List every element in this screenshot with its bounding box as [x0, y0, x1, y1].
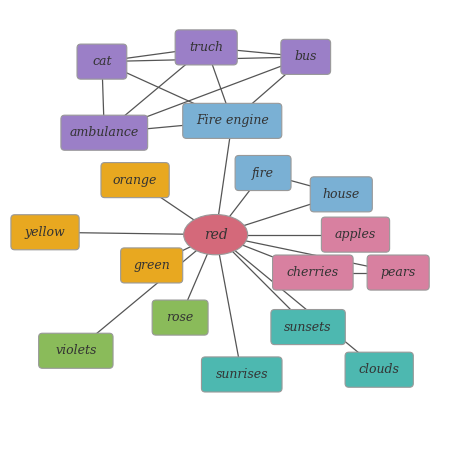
Text: rose: rose: [166, 311, 194, 324]
Text: bus: bus: [294, 50, 317, 64]
Text: red: red: [204, 228, 228, 242]
FancyBboxPatch shape: [175, 30, 237, 65]
FancyBboxPatch shape: [77, 44, 127, 79]
FancyBboxPatch shape: [120, 248, 182, 283]
FancyBboxPatch shape: [321, 217, 390, 252]
FancyBboxPatch shape: [11, 215, 79, 250]
FancyBboxPatch shape: [367, 255, 429, 290]
FancyBboxPatch shape: [273, 255, 353, 290]
Ellipse shape: [184, 215, 247, 255]
Text: green: green: [133, 259, 170, 272]
FancyBboxPatch shape: [345, 352, 413, 387]
FancyBboxPatch shape: [152, 300, 208, 335]
FancyBboxPatch shape: [38, 333, 113, 368]
FancyBboxPatch shape: [281, 39, 331, 74]
Text: yellow: yellow: [25, 226, 65, 239]
Text: sunrises: sunrises: [216, 368, 268, 381]
Text: apples: apples: [335, 228, 376, 241]
FancyBboxPatch shape: [182, 103, 282, 138]
FancyBboxPatch shape: [61, 115, 148, 150]
FancyBboxPatch shape: [235, 155, 291, 191]
Text: Fire engine: Fire engine: [196, 114, 269, 128]
Text: house: house: [323, 188, 360, 201]
Text: truch: truch: [189, 41, 223, 54]
Text: fire: fire: [252, 166, 274, 180]
Text: violets: violets: [55, 344, 97, 357]
Text: ambulance: ambulance: [70, 126, 139, 139]
Text: sunsets: sunsets: [284, 320, 332, 334]
FancyBboxPatch shape: [271, 310, 345, 345]
Text: orange: orange: [113, 173, 157, 187]
FancyBboxPatch shape: [201, 357, 282, 392]
Text: clouds: clouds: [359, 363, 400, 376]
Text: pears: pears: [381, 266, 416, 279]
FancyBboxPatch shape: [101, 163, 169, 198]
Text: cherries: cherries: [287, 266, 339, 279]
FancyBboxPatch shape: [310, 177, 373, 212]
Text: cat: cat: [92, 55, 112, 68]
